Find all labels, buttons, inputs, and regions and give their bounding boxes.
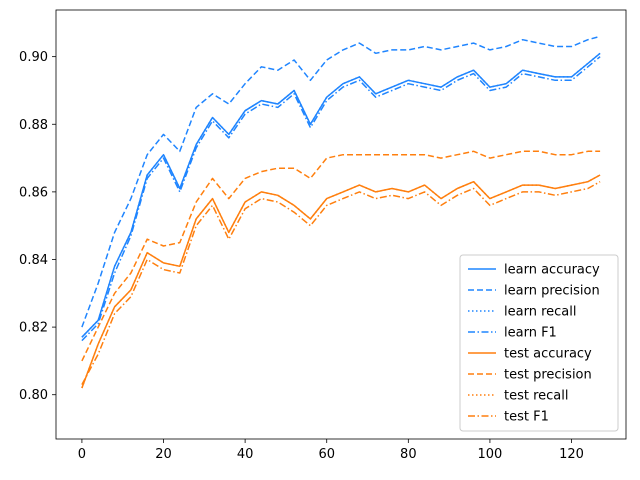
legend-label: learn F1 (504, 326, 557, 341)
series-line-test-f1 (81, 181, 601, 385)
legend-label: test precision (504, 368, 592, 383)
y-tick-label: 0.86 (19, 185, 48, 200)
y-tick-label: 0.82 (19, 321, 48, 336)
x-tick-label: 80 (400, 447, 417, 462)
series-line-test-precision (81, 150, 601, 362)
x-tick-label: 0 (78, 447, 86, 462)
y-axis: 0.80 0.82 0.84 0.86 0.88 0.90 (19, 50, 56, 403)
y-tick-label: 0.84 (19, 253, 48, 268)
y-tick-label: 0.90 (19, 50, 48, 65)
series-line-test-recall (81, 174, 601, 389)
legend-box (459, 254, 619, 432)
x-tick-label: 120 (559, 447, 584, 462)
y-tick-label: 0.80 (19, 388, 48, 403)
y-tick-label: 0.88 (19, 118, 48, 133)
series-line-learn-accuracy (81, 52, 601, 338)
x-axis: 0 20 40 60 80 100 120 (78, 439, 584, 462)
legend-label: learn accuracy (504, 263, 600, 278)
plot-frame (55, 9, 627, 440)
legend-label: learn precision (504, 284, 600, 299)
legend-label: test recall (504, 389, 569, 404)
legend-label: learn recall (504, 305, 576, 320)
series-line-learn-f1 (81, 56, 601, 342)
legend: learn accuracy learn precision learn recal… (459, 254, 619, 432)
legend-label: test F1 (504, 410, 549, 425)
legend-label: test accuracy (504, 347, 592, 362)
x-tick-label: 20 (155, 447, 172, 462)
x-tick-label: 40 (237, 447, 254, 462)
x-tick-label: 100 (478, 447, 503, 462)
series-layer (81, 35, 601, 389)
x-tick-label: 60 (318, 447, 335, 462)
series-line-learn-precision (81, 35, 601, 328)
